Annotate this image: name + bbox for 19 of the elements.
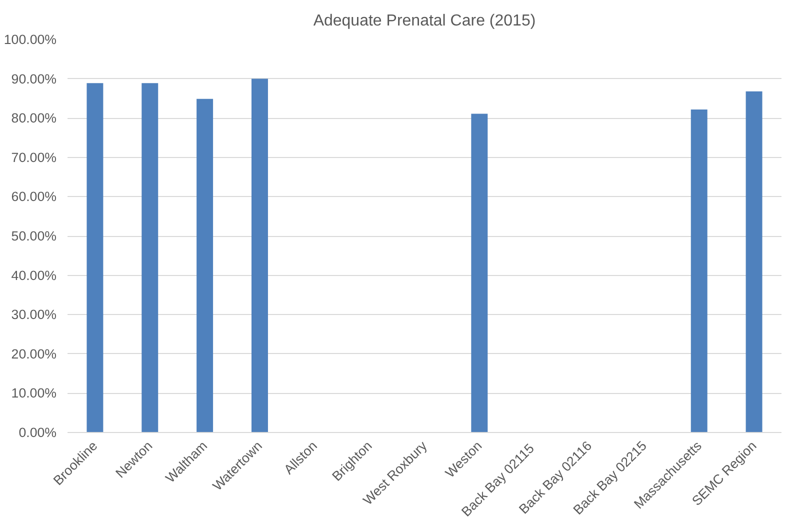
bar [86, 83, 104, 432]
y-tick-label: 20.00% [11, 346, 57, 362]
bar [746, 91, 762, 432]
y-tick-label: 60.00% [11, 189, 57, 204]
bar [690, 109, 708, 432]
y-tick-label: 30.00% [11, 307, 57, 322]
chart-title: Adequate Prenatal Care (2015) [313, 12, 536, 30]
y-tick-label: 0.00% [18, 425, 57, 440]
y-tick-label: 80.00% [11, 110, 57, 126]
y-tick-label: 100.00% [4, 32, 57, 47]
y-tick-label: 10.00% [11, 386, 57, 401]
bar [142, 83, 158, 432]
bar [196, 98, 214, 432]
y-tick-label: 50.00% [11, 228, 57, 244]
y-tick-label: 40.00% [11, 268, 57, 283]
y-tick-label: 70.00% [11, 150, 57, 165]
bar [471, 114, 488, 432]
bar [251, 78, 268, 432]
y-tick-label: 90.00% [11, 71, 57, 86]
